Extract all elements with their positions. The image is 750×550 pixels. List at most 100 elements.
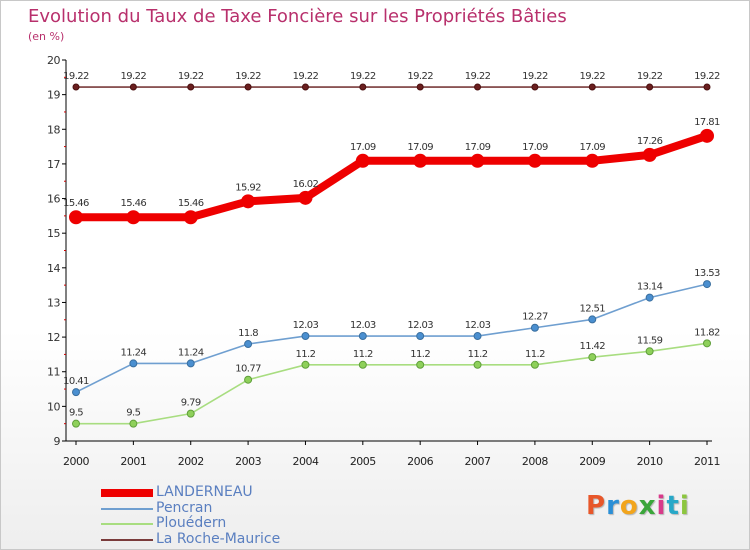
data-point: [645, 347, 654, 356]
data-label: 17.09: [407, 142, 433, 153]
data-point: [129, 419, 138, 428]
data-label: 11.24: [121, 347, 147, 358]
data-label: 17.09: [522, 142, 548, 153]
data-point: [473, 332, 482, 341]
data-point: [416, 332, 425, 341]
data-point: [416, 83, 424, 91]
data-label: 9.5: [126, 408, 140, 419]
data-point: [129, 359, 138, 368]
data-point: [700, 128, 714, 143]
data-point: [126, 210, 141, 225]
data-label: 10.41: [63, 376, 89, 387]
proxiti-logo: Proxiti: [586, 491, 690, 521]
data-point: [470, 153, 485, 168]
y-tick-label: 12: [47, 331, 60, 344]
data-point: [186, 409, 195, 418]
y-tick-label: 18: [47, 123, 60, 136]
data-label: 9.79: [181, 398, 201, 409]
x-tick-label: 2002: [178, 455, 204, 468]
data-label: 11.2: [410, 349, 430, 360]
series-line-plou-dern: [76, 342, 708, 425]
data-point: [703, 339, 711, 348]
data-label: 19.22: [293, 71, 319, 82]
data-point: [72, 83, 80, 91]
data-label: 13.14: [637, 282, 663, 293]
data-label: 12.03: [350, 320, 376, 331]
y-tick-label: 15: [47, 227, 60, 240]
data-point: [530, 360, 539, 369]
data-point: [72, 388, 80, 397]
data-point: [187, 83, 195, 91]
data-label: 13.53: [694, 268, 720, 279]
data-label: 11.2: [468, 349, 488, 360]
x-tick-label: 2001: [120, 455, 146, 468]
data-label: 17.09: [350, 142, 376, 153]
data-label: 19.22: [465, 71, 491, 82]
series-line-landerneau: [76, 132, 709, 222]
data-label: 19.22: [694, 71, 720, 82]
y-tick-label: 13: [47, 296, 60, 309]
y-tick-label: 16: [47, 193, 60, 206]
data-point: [703, 280, 711, 289]
data-point: [530, 323, 539, 332]
data-point: [531, 83, 539, 91]
data-point: [359, 83, 367, 91]
legend-label: Pencran: [156, 499, 213, 516]
data-point: [474, 83, 482, 91]
data-label: 19.22: [121, 71, 147, 82]
data-label: 17.09: [579, 142, 605, 153]
series-line-pencran: [75, 283, 708, 393]
y-tick-label: 11: [47, 366, 60, 379]
data-point: [646, 83, 654, 91]
data-label: 19.22: [407, 71, 433, 82]
data-point: [72, 419, 80, 428]
x-tick-label: 2011: [694, 455, 720, 468]
data-label: 11.24: [178, 347, 204, 358]
data-point: [244, 340, 253, 349]
x-tick-label: 2008: [522, 455, 548, 468]
data-point: [527, 153, 542, 168]
data-label: 11.2: [353, 349, 373, 360]
data-label: 16.02: [293, 179, 319, 190]
data-point: [358, 360, 367, 369]
data-label: 10.77: [235, 364, 261, 375]
legend-label: LANDERNEAU: [156, 484, 253, 500]
y-tick-label: 20: [47, 54, 60, 67]
data-label: 15.46: [63, 198, 89, 209]
legend-label: Plouédern: [156, 515, 227, 531]
data-label: 19.22: [522, 71, 548, 82]
data-point: [186, 359, 195, 368]
data-point: [703, 83, 711, 91]
data-point: [588, 353, 597, 362]
data-point: [413, 153, 428, 168]
x-tick-label: 2010: [637, 455, 663, 468]
data-point: [129, 83, 137, 91]
data-label: 19.22: [350, 71, 376, 82]
data-label: 11.8: [238, 328, 258, 339]
data-label: 12.03: [407, 320, 433, 331]
data-label: 17.81: [694, 117, 720, 128]
data-point: [585, 153, 600, 168]
data-point: [183, 210, 198, 225]
data-label: 19.22: [235, 71, 261, 82]
data-label: 12.51: [579, 303, 605, 314]
data-point: [244, 83, 252, 91]
data-label: 15.92: [235, 182, 261, 193]
data-label: 19.22: [637, 71, 663, 82]
data-label: 11.42: [579, 341, 605, 352]
x-tick-label: 2007: [465, 455, 491, 468]
data-label: 11.2: [296, 349, 316, 360]
y-tick-label: 9: [54, 435, 61, 448]
data-point: [588, 83, 596, 91]
x-tick-label: 2009: [579, 455, 605, 468]
data-point: [355, 153, 370, 168]
legend-swatch: [101, 507, 153, 510]
chart-title: Evolution du Taux de Taxe Foncière sur l…: [28, 6, 567, 27]
x-tick-label: 2005: [350, 455, 376, 468]
unit-label: (en %): [28, 30, 65, 43]
y-tick-label: 10: [47, 400, 60, 413]
data-label: 11.82: [694, 327, 720, 338]
data-label: 11.2: [525, 349, 545, 360]
